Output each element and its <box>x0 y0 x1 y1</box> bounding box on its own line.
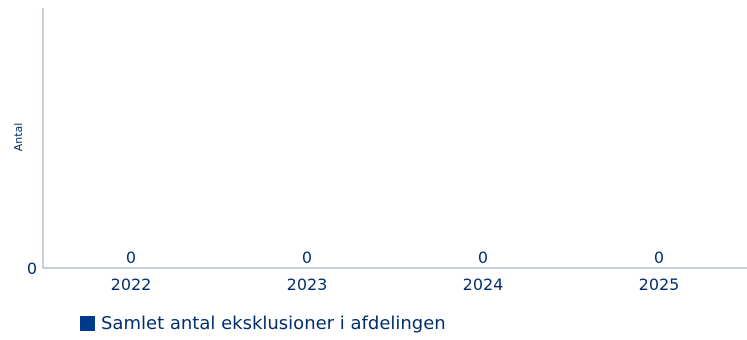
legend-swatch <box>80 316 95 331</box>
data-label: 0 <box>654 248 664 267</box>
legend-label: Samlet antal eksklusioner i afdelingen <box>101 313 446 334</box>
data-label: 0 <box>126 248 136 267</box>
bar-series: 0 2022 0 2023 0 2024 0 2025 <box>111 248 680 294</box>
data-label: 0 <box>302 248 312 267</box>
x-tick-label: 2022 <box>111 275 152 294</box>
x-tick-label: 2024 <box>463 275 504 294</box>
x-tick-label: 2025 <box>639 275 680 294</box>
x-tick-label: 2023 <box>287 275 328 294</box>
data-label: 0 <box>478 248 488 267</box>
y-tick-label: 0 <box>27 259 37 278</box>
legend: Samlet antal eksklusioner i afdelingen <box>80 313 446 334</box>
y-axis-label: Antal <box>12 123 25 152</box>
